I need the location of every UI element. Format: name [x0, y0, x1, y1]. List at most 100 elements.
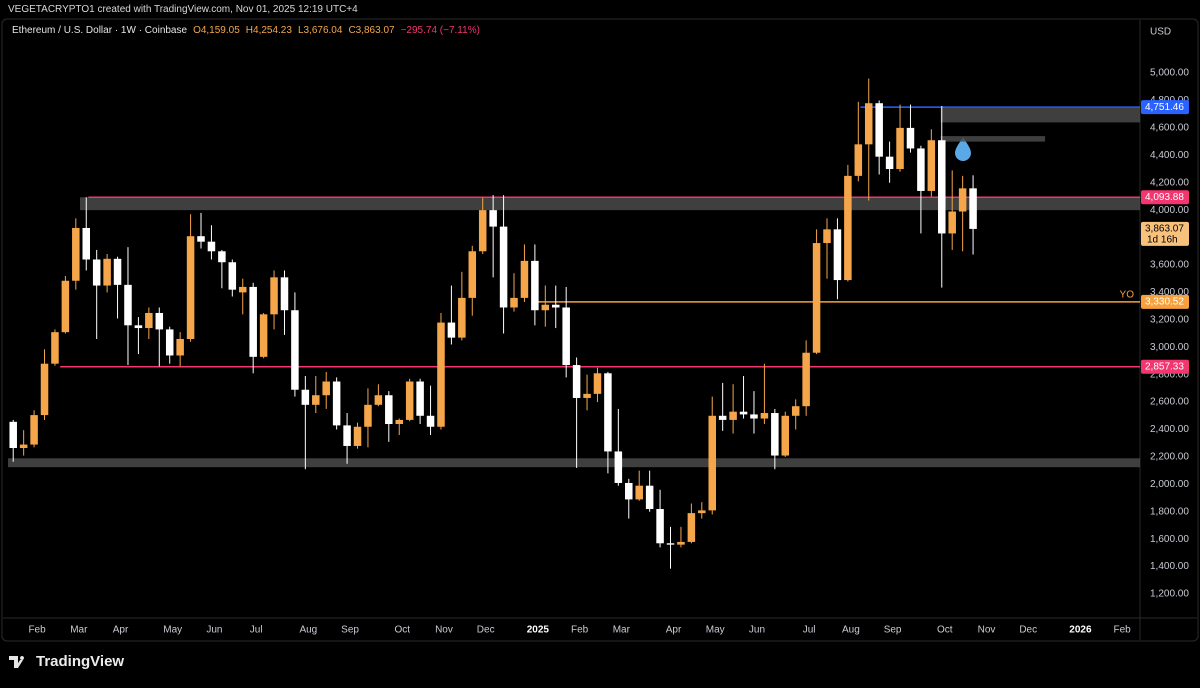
x-tick-label: Aug [299, 625, 317, 636]
y-tick-label: 2,200.00 [1150, 452, 1189, 463]
candle-body [322, 381, 330, 396]
candle-body [927, 140, 936, 191]
candle-body [478, 210, 487, 252]
candle-body [739, 411, 748, 415]
brand-name: TradingView [36, 653, 124, 670]
currency-label: USD [1150, 27, 1171, 38]
candle-body [416, 381, 424, 416]
y-tick-label: 2,600.00 [1150, 397, 1189, 408]
candle-body [332, 381, 341, 426]
candle-body [854, 144, 863, 176]
candle-body [604, 373, 612, 452]
candle-body [802, 352, 810, 407]
candle-body [645, 485, 654, 510]
candle-body [51, 332, 59, 364]
x-tick-label: Oct [937, 625, 953, 636]
candle-body [499, 226, 508, 308]
x-tick-label: Apr [113, 625, 129, 636]
last-price-label-bg [1141, 221, 1189, 246]
y-tick-label: 2,400.00 [1150, 424, 1189, 435]
y-tick-label: 4,600.00 [1150, 123, 1189, 134]
level-tag: YO [1120, 290, 1135, 301]
candle-body [312, 395, 320, 405]
candle-body [92, 259, 101, 286]
candle-body [134, 325, 143, 329]
y-tick-label: 5,000.00 [1150, 68, 1189, 79]
candle-body [666, 543, 675, 545]
x-tick-label: Feb [1114, 625, 1132, 636]
y-tick-label: 2,000.00 [1150, 479, 1189, 490]
x-tick-label: Dec [477, 625, 495, 636]
chart-frame [1, 18, 1199, 642]
candle-body [165, 329, 174, 356]
y-tick-label: 2,800.00 [1150, 369, 1189, 380]
y-tick-label: 4,200.00 [1150, 177, 1189, 188]
candle-body [791, 406, 800, 416]
brand-logo: TradingView [9, 653, 124, 670]
candle-body [270, 277, 278, 315]
candle-body [510, 297, 518, 308]
level-price-label-bg [1141, 100, 1189, 115]
x-tick-label: Jun [749, 625, 765, 636]
candle-body [385, 395, 393, 425]
candle-body [969, 188, 977, 229]
change: −295.74 (−7.11%) [400, 25, 480, 36]
candle-body [61, 280, 70, 333]
ohlc-high: H4,254.23 [245, 25, 292, 36]
y-tick-label: 4,400.00 [1150, 150, 1189, 161]
y-tick-label: 3,600.00 [1150, 260, 1189, 271]
level-price-label: 2,857.33 [1145, 361, 1184, 372]
candle-body [30, 415, 38, 445]
candle-body [635, 485, 643, 500]
x-tick-label: Jul [250, 625, 263, 636]
candle-body [458, 297, 466, 338]
level-price-label-bg [1141, 190, 1189, 205]
x-tick-label: Oct [394, 625, 410, 636]
candle-body [593, 373, 602, 394]
x-tick-label: Mar [70, 625, 88, 636]
candle-body [228, 262, 237, 290]
candle-body [677, 541, 685, 545]
level-price-label: 4,093.88 [1145, 192, 1184, 203]
x-tick-label: Nov [435, 625, 453, 636]
candle-body [833, 229, 842, 281]
candle-body [82, 227, 91, 260]
candle-body [625, 482, 633, 500]
y-tick-label: 1,400.00 [1150, 561, 1189, 572]
candle-body [718, 415, 727, 420]
ohlc-open: O4,159.05 [193, 25, 240, 36]
y-tick-label: 1,200.00 [1150, 589, 1189, 600]
candle-body [40, 363, 49, 416]
symbol-title: Ethereum / U.S. Dollar · 1W · Coinbase [12, 25, 188, 36]
candle-body [551, 304, 560, 308]
candle-body [447, 322, 456, 338]
candle-body [197, 236, 205, 242]
candle-body [572, 365, 581, 398]
candle-body [948, 211, 956, 234]
level-price-label: 4,751.46 [1145, 102, 1184, 113]
candle-body [113, 258, 122, 285]
zone [79, 197, 1141, 211]
candle-body [906, 127, 915, 149]
x-tick-label: Apr [666, 625, 682, 636]
x-tick-label: May [706, 625, 725, 636]
x-tick-label: Dec [1019, 625, 1037, 636]
candle-body [405, 381, 414, 420]
candle-body [145, 312, 153, 329]
candle-body [364, 404, 372, 427]
candle-body [238, 286, 247, 293]
level-price-label: 3,330.52 [1145, 297, 1184, 308]
countdown: 1d 16h [1147, 235, 1178, 246]
candle-body [395, 419, 404, 425]
candle-body [614, 451, 623, 483]
y-tick-label: 3,400.00 [1150, 287, 1189, 298]
candle-body [812, 243, 821, 353]
candle-body [750, 414, 758, 419]
candle-body [781, 415, 790, 456]
candle-body [896, 127, 904, 170]
candle-body [958, 188, 967, 212]
candle-body [489, 210, 497, 227]
candle-body [207, 241, 216, 252]
candle-body [301, 389, 310, 405]
